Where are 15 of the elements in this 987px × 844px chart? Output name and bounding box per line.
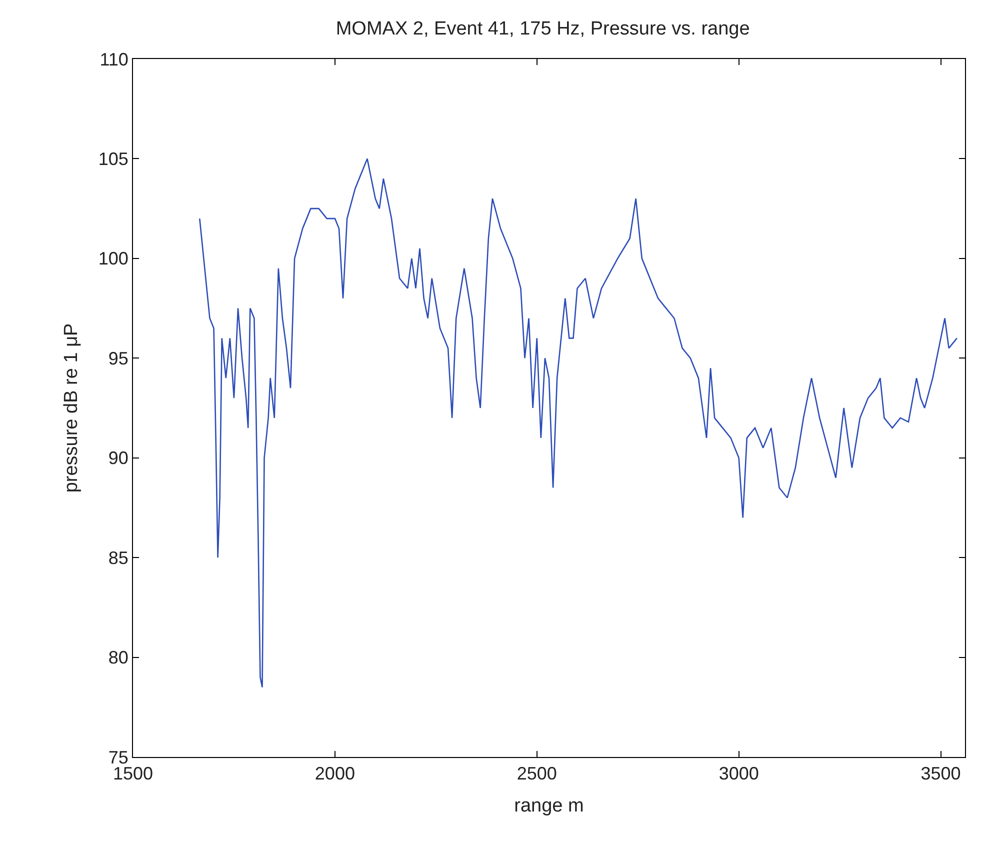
- y-tick-label: 95: [108, 348, 128, 368]
- x-tick-label: 2500: [516, 764, 557, 784]
- line-series: [198, 158, 958, 688]
- x-tick-label: 2000: [314, 764, 355, 784]
- y-tick-label: 110: [100, 49, 128, 70]
- x-axis-title: range m: [514, 795, 584, 816]
- x-tick-label: 3000: [718, 764, 759, 784]
- chart-title: MOMAX 2, Event 41, 175 Hz, Pressure vs. range: [336, 18, 750, 40]
- y-axis-title: pressure dB re 1 μP: [61, 323, 82, 493]
- y-tick-label: 85: [108, 548, 128, 568]
- y-tick-label: 105: [98, 149, 128, 170]
- y-tick-label: 90: [108, 448, 128, 468]
- y-tick-label: 80: [108, 648, 128, 668]
- y-tick-label: 100: [98, 248, 128, 269]
- x-tick-label: 3500: [920, 764, 961, 784]
